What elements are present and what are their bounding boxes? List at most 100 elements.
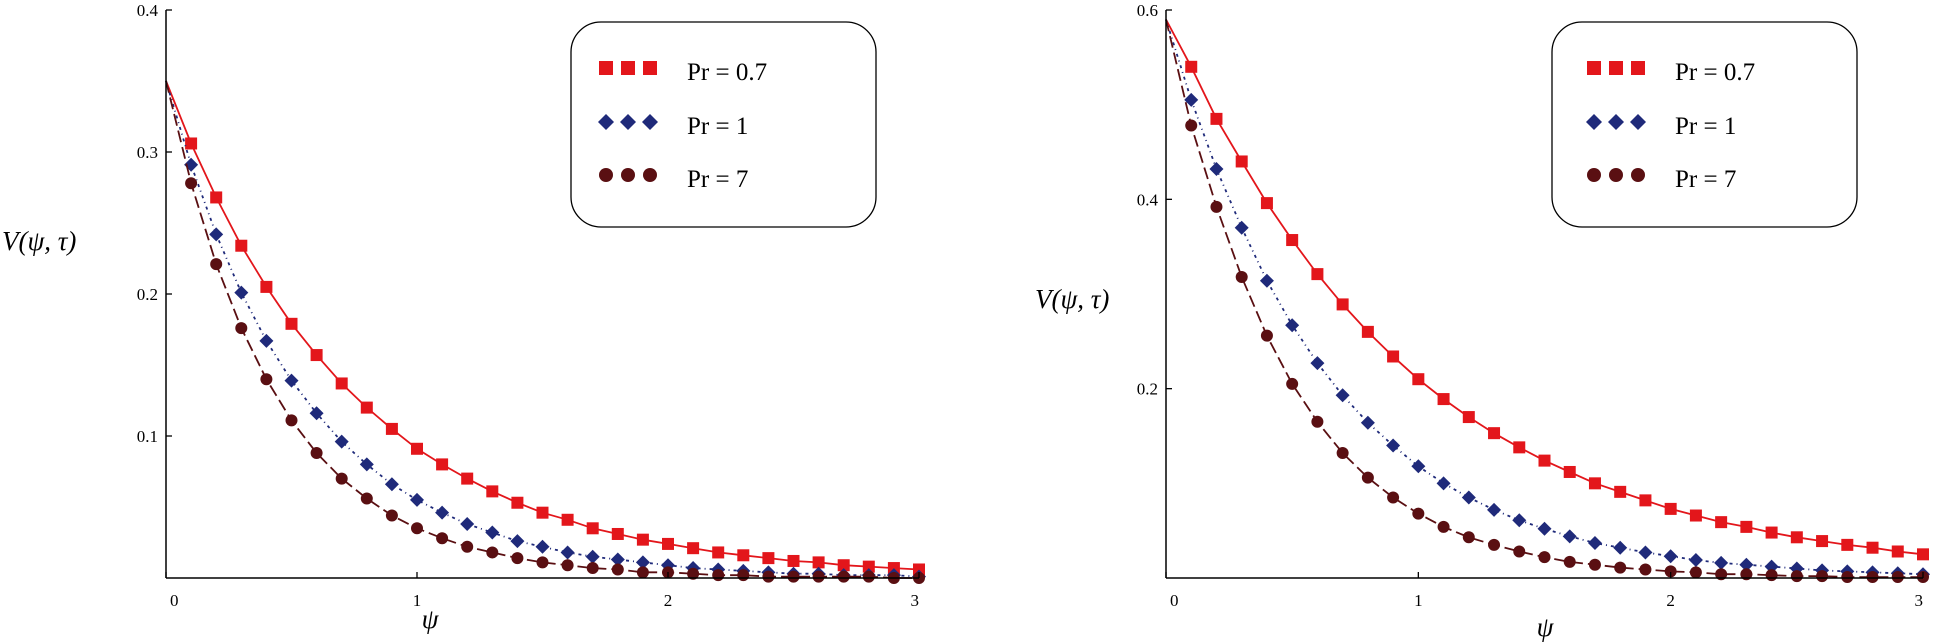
data-point-1 bbox=[1436, 476, 1451, 491]
legend-marker-2 bbox=[1609, 168, 1623, 182]
data-point-2 bbox=[737, 569, 750, 582]
data-point-0 bbox=[1185, 60, 1198, 73]
data-point-2 bbox=[1437, 520, 1450, 533]
data-point-0 bbox=[486, 485, 499, 498]
legend-label-pr-1: Pr = 1 bbox=[687, 113, 748, 140]
data-point-0 bbox=[1689, 509, 1702, 522]
data-point-0 bbox=[385, 422, 398, 435]
data-point-2 bbox=[1462, 531, 1475, 544]
data-point-0 bbox=[1488, 427, 1501, 440]
data-point-0 bbox=[1437, 393, 1450, 406]
x-tick-label: 3 bbox=[1915, 591, 1924, 610]
y-tick-label: 0.1 bbox=[137, 427, 158, 446]
data-point-2 bbox=[1235, 270, 1248, 283]
data-point-0 bbox=[1210, 112, 1223, 125]
legend: Pr = 0.7 Pr = 1 Pr = 7 bbox=[1551, 21, 1858, 228]
data-point-1 bbox=[1184, 92, 1199, 107]
data-point-2 bbox=[787, 570, 800, 583]
data-point-2 bbox=[1488, 538, 1501, 551]
data-point-1 bbox=[1638, 545, 1653, 560]
x-tick-label: 0 bbox=[1170, 591, 1179, 610]
data-point-0 bbox=[1513, 441, 1526, 454]
data-point-2 bbox=[1866, 571, 1879, 584]
legend-marker-0 bbox=[1631, 61, 1645, 75]
legend-marker-1 bbox=[1630, 114, 1646, 130]
x-tick-label: 2 bbox=[1666, 591, 1675, 610]
data-point-2 bbox=[185, 177, 198, 190]
legend-marker-2 bbox=[599, 168, 613, 182]
legend-marker-0 bbox=[599, 61, 613, 75]
legend-marker-2 bbox=[621, 168, 635, 182]
data-point-0 bbox=[1765, 526, 1778, 539]
legend-box bbox=[1551, 21, 1858, 228]
data-point-1 bbox=[1764, 559, 1779, 574]
data-point-2 bbox=[636, 566, 649, 579]
data-point-1 bbox=[1234, 220, 1249, 235]
data-point-1 bbox=[384, 477, 399, 492]
data-point-1 bbox=[1512, 513, 1527, 528]
data-point-0 bbox=[1387, 350, 1400, 363]
data-point-0 bbox=[335, 377, 348, 390]
data-point-2 bbox=[586, 562, 599, 575]
data-point-1 bbox=[460, 517, 475, 532]
data-point-0 bbox=[636, 533, 649, 546]
data-point-2 bbox=[1336, 447, 1349, 460]
legend-marker-0 bbox=[621, 61, 635, 75]
data-point-1 bbox=[1360, 415, 1375, 430]
series-layer bbox=[1165, 19, 1930, 584]
data-point-2 bbox=[385, 509, 398, 522]
data-point-2 bbox=[1286, 377, 1299, 390]
legend-marker-2 bbox=[1587, 168, 1601, 182]
data-point-2 bbox=[687, 567, 700, 580]
data-point-0 bbox=[1235, 155, 1248, 168]
y-tick-label: 0.3 bbox=[137, 143, 158, 162]
data-point-0 bbox=[611, 527, 624, 540]
legend-marker-1 bbox=[642, 114, 658, 130]
data-point-1 bbox=[284, 373, 299, 388]
data-point-1 bbox=[1663, 549, 1678, 564]
data-point-2 bbox=[1185, 119, 1198, 132]
chart-panel-left: 0.1 0.2 0.3 0.4 0 1 2 3 V(ψ, τ) ψ Pr = 0.7 Pr =… bbox=[2, 1, 926, 634]
legend-marker-2 bbox=[1631, 168, 1645, 182]
data-point-0 bbox=[586, 522, 599, 535]
x-axis-label: ψ bbox=[422, 604, 440, 634]
data-point-1 bbox=[560, 545, 575, 560]
data-point-1 bbox=[309, 406, 324, 421]
data-point-2 bbox=[1210, 200, 1223, 213]
y-axis-label: V(ψ, τ) bbox=[1035, 284, 1109, 314]
legend-label-pr-7: Pr = 7 bbox=[1675, 166, 1736, 193]
chart-panel-right: 0.2 0.4 0.6 0 1 2 3 V(ψ, τ) ψ Pr = 0.7 Pr = 1 … bbox=[1035, 1, 1930, 642]
data-point-0 bbox=[411, 442, 423, 455]
data-point-2 bbox=[1891, 571, 1904, 584]
data-point-2 bbox=[461, 540, 474, 553]
data-point-2 bbox=[1740, 568, 1753, 581]
data-point-2 bbox=[511, 552, 524, 565]
data-point-1 bbox=[1411, 459, 1426, 474]
y-tick-label: 0.4 bbox=[137, 1, 159, 20]
data-point-2 bbox=[436, 532, 449, 545]
data-point-1 bbox=[1613, 540, 1628, 555]
legend-label-pr-1: Pr = 1 bbox=[1675, 113, 1736, 140]
data-point-2 bbox=[486, 546, 499, 559]
data-point-0 bbox=[1816, 535, 1829, 548]
data-point-2 bbox=[1664, 565, 1677, 578]
data-point-1 bbox=[1259, 273, 1274, 288]
data-point-0 bbox=[461, 472, 474, 485]
legend-label-pr-7: Pr = 7 bbox=[687, 166, 748, 193]
data-point-1 bbox=[1537, 521, 1552, 536]
data-point-0 bbox=[1286, 234, 1299, 247]
data-point-1 bbox=[435, 505, 450, 520]
legend-markers bbox=[1586, 61, 1646, 182]
data-point-0 bbox=[511, 496, 524, 509]
data-point-0 bbox=[1639, 494, 1652, 507]
data-point-1 bbox=[359, 457, 374, 472]
y-tick-label: 0.2 bbox=[137, 285, 158, 304]
legend-marker-0 bbox=[1587, 61, 1601, 75]
legend-label-pr-0-7: Pr = 0.7 bbox=[1675, 59, 1755, 86]
data-point-1 bbox=[510, 534, 525, 549]
data-point-0 bbox=[887, 562, 900, 575]
data-point-1 bbox=[585, 549, 600, 564]
data-point-1 bbox=[610, 552, 625, 567]
data-point-2 bbox=[285, 414, 298, 427]
